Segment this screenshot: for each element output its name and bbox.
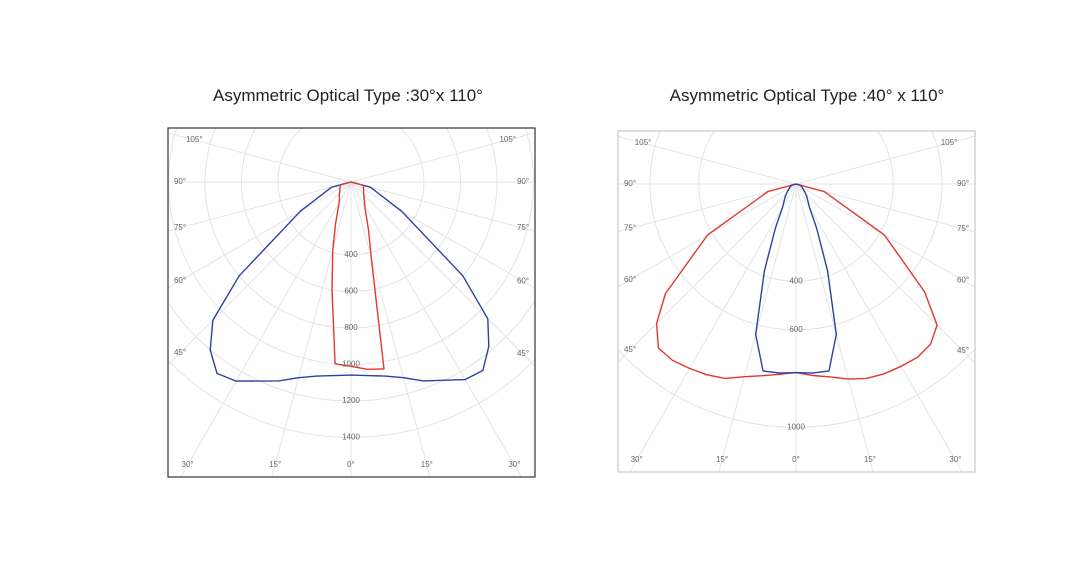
angle-tick-label: 15°: [421, 460, 433, 469]
intensity-curve: [755, 183, 837, 374]
angle-tick-label: 75°: [957, 224, 969, 233]
plot-area: [168, 128, 535, 477]
angle-tick-label: 45°: [174, 348, 186, 357]
angle-tick-label: 75°: [624, 224, 636, 233]
angle-tick-label: 45°: [624, 345, 636, 354]
grid-line: [168, 181, 352, 232]
angle-tick-label: 15°: [716, 455, 728, 464]
angle-tick-label: 105°: [499, 135, 516, 144]
angle-tick-label: 75°: [174, 223, 186, 232]
r-tick-label: 1000: [787, 422, 805, 431]
angle-tick-label: 0°: [347, 460, 355, 469]
angle-tick-label: 30°: [182, 460, 194, 469]
angle-tick-label: 30°: [949, 455, 961, 464]
angle-tick-label: 105°: [635, 138, 652, 147]
r-tick-label: 800: [344, 323, 358, 332]
r-tick-label: 600: [344, 287, 358, 296]
plot-border: [617, 130, 976, 473]
grid-line: [718, 183, 797, 472]
r-tick-label: 600: [789, 325, 803, 334]
r-tick-label: 1200: [342, 396, 360, 405]
angle-tick-label: 60°: [957, 276, 969, 285]
angle-tick-label: 60°: [517, 276, 529, 285]
grid-line: [180, 181, 352, 477]
grid-line: [168, 181, 352, 366]
angle-tick-label: 45°: [957, 346, 969, 355]
r-tick-label: 400: [344, 250, 358, 259]
intensity-curve: [331, 181, 385, 370]
intensity-curve: [209, 181, 490, 382]
r-tick-label: 400: [789, 276, 803, 285]
r-tick-label: 1400: [342, 433, 360, 442]
polar-chart: Asymmetric Optical Type :40° x 110° 0° 15°…: [617, 86, 976, 473]
grid-line: [350, 181, 535, 289]
angle-tick-label: 60°: [174, 276, 186, 285]
grid-line: [350, 181, 535, 367]
polar-chart: Asymmetric Optical Type :30°x 110° 0° 15° 1…: [167, 86, 536, 478]
grid-line: [350, 181, 535, 232]
grid-line: [629, 183, 797, 472]
angle-tick-label: 0°: [792, 455, 800, 464]
grid-line: [168, 132, 352, 183]
angle-tick-label: 105°: [186, 135, 203, 144]
grid-line: [350, 181, 522, 477]
angle-tick-label: 60°: [624, 275, 636, 284]
angle-tick-label: 90°: [174, 177, 186, 186]
angle-tick-label: 90°: [517, 177, 529, 186]
angle-tick-label: 45°: [517, 349, 529, 358]
r-tick-label: 1000: [342, 360, 360, 369]
angle-tick-label: 30°: [631, 455, 643, 464]
grid-line: [350, 132, 535, 183]
grid-line: [168, 181, 352, 289]
chart-title: Asymmetric Optical Type :40° x 110°: [670, 86, 945, 105]
grid-line: [618, 183, 797, 363]
angle-tick-label: 90°: [957, 179, 969, 188]
grid-line: [271, 181, 352, 477]
plot-border: [167, 127, 536, 478]
angle-tick-label: 15°: [864, 455, 876, 464]
chart-title: Asymmetric Optical Type :30°x 110°: [213, 86, 483, 105]
grid-line: [350, 181, 431, 477]
grid-line: [795, 135, 975, 185]
angle-tick-label: 90°: [624, 179, 636, 188]
grid-line: [795, 183, 874, 472]
grid-line: [795, 183, 963, 472]
angle-tick-label: 105°: [941, 138, 958, 147]
angle-tick-label: 75°: [517, 223, 529, 232]
grid-line: [795, 183, 975, 364]
angle-tick-label: 15°: [269, 460, 281, 469]
angle-tick-label: 30°: [508, 460, 520, 469]
plot-area: [618, 131, 975, 472]
grid-line: [618, 135, 797, 185]
